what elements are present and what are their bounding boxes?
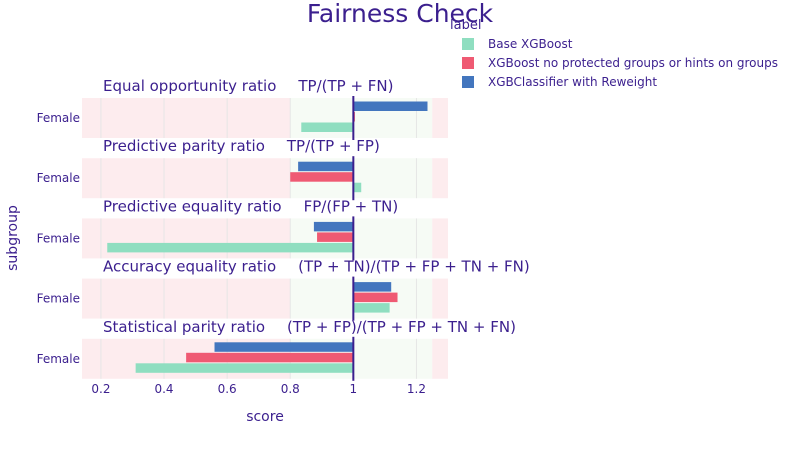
chart-panels: Equal opportunity ratio TP/(TP + FN) Femal… <box>37 77 530 381</box>
y-axis-label: subgroup <box>5 205 21 271</box>
panel-metric-title: Accuracy equality ratio <box>103 258 276 276</box>
panel-metric-title: Equal opportunity ratio <box>103 77 276 95</box>
bar-base-xgboost <box>301 122 354 132</box>
unfair-band-low <box>82 158 291 199</box>
unfair-band-high <box>432 158 448 199</box>
y-tick-label: Female <box>37 231 80 245</box>
legend-swatch <box>462 57 474 69</box>
legend-item: XGBClassifier with Reweight <box>462 75 657 89</box>
bar-base-xgboost <box>135 363 354 373</box>
x-tick-label: 0.8 <box>281 382 300 396</box>
legend-item: XGBoost no protected groups or hints on … <box>462 56 778 70</box>
panel-predictive-parity-ratio: Predictive parity ratio TP/(TP + FP) Femal… <box>37 137 448 201</box>
bar-xgboost-no-protected-groups-or-hints-on-groups <box>186 352 354 363</box>
legend-item: Base XGBoost <box>462 37 573 51</box>
y-tick-label: Female <box>37 352 80 366</box>
panel-metric-title: Predictive equality ratio <box>103 197 282 215</box>
unfair-band-high <box>432 278 448 319</box>
bar-base-xgboost <box>107 242 354 253</box>
legend-label: Base XGBoost <box>488 37 573 51</box>
bar-xgbclassifier-with-reweight <box>313 221 354 232</box>
bar-xgbclassifier-with-reweight <box>214 342 354 352</box>
x-axis: 0.2 0.4 0.6 0.8 1 1.2 <box>91 382 426 396</box>
panel-predictive-equality-ratio: Predictive equality ratio FP/(FP + TN) Fem… <box>37 197 448 261</box>
legend-swatch <box>462 76 474 88</box>
x-tick-label: 0.2 <box>91 382 110 396</box>
legend-label: XGBClassifier with Reweight <box>488 75 657 89</box>
x-tick-label: 1 <box>350 382 358 396</box>
bar-xgboost-no-protected-groups-or-hints-on-groups <box>353 292 398 303</box>
panel-accuracy-equality-ratio: Accuracy equality ratio (TP + TN)/(TP + F… <box>37 258 530 321</box>
bar-xgbclassifier-with-reweight <box>298 161 354 172</box>
legend-label: XGBoost no protected groups or hints on … <box>488 56 778 70</box>
x-axis-label: score <box>246 409 284 425</box>
unfair-band-high <box>432 218 448 259</box>
y-tick-label: Female <box>37 111 80 125</box>
panel-formula: (TP + TN)/(TP + FP + TN + FN) <box>298 258 530 276</box>
legend: label Base XGBoost XGBoost no protected g… <box>450 18 778 89</box>
y-tick-label: Female <box>37 292 80 306</box>
bar-base-xgboost <box>353 303 390 313</box>
panel-metric-title: Predictive parity ratio <box>103 137 265 155</box>
panel-statistical-parity-ratio: Statistical parity ratio (TP + FP)/(TP + … <box>37 318 516 381</box>
unfair-band-low <box>82 98 291 138</box>
y-tick-label: Female <box>37 171 80 185</box>
panel-formula: TP/(TP + FP) <box>286 137 380 155</box>
chart-title: Fairness Check <box>307 0 494 28</box>
panel-equal-opportunity-ratio: Equal opportunity ratio TP/(TP + FN) Femal… <box>37 77 448 140</box>
unfair-band-low <box>82 278 291 319</box>
panel-formula: (TP + FP)/(TP + FP + TN + FN) <box>287 318 516 336</box>
x-tick-label: 1.2 <box>407 382 426 396</box>
panel-metric-title: Statistical parity ratio <box>103 318 265 336</box>
x-tick-label: 0.6 <box>218 382 237 396</box>
unfair-band-high <box>432 338 448 379</box>
panel-formula: FP/(FP + TN) <box>304 197 399 215</box>
unfair-band-high <box>432 98 448 138</box>
bar-xgboost-no-protected-groups-or-hints-on-groups <box>290 172 354 182</box>
panel-formula: TP/(TP + FN) <box>297 77 393 95</box>
legend-swatch <box>462 38 474 50</box>
bar-base-xgboost <box>353 182 362 193</box>
bar-xgboost-no-protected-groups-or-hints-on-groups <box>317 232 354 242</box>
x-tick-label: 0.4 <box>154 382 173 396</box>
bar-xgbclassifier-with-reweight <box>353 282 392 292</box>
bar-xgbclassifier-with-reweight <box>353 101 428 111</box>
legend-title: label <box>450 18 481 33</box>
